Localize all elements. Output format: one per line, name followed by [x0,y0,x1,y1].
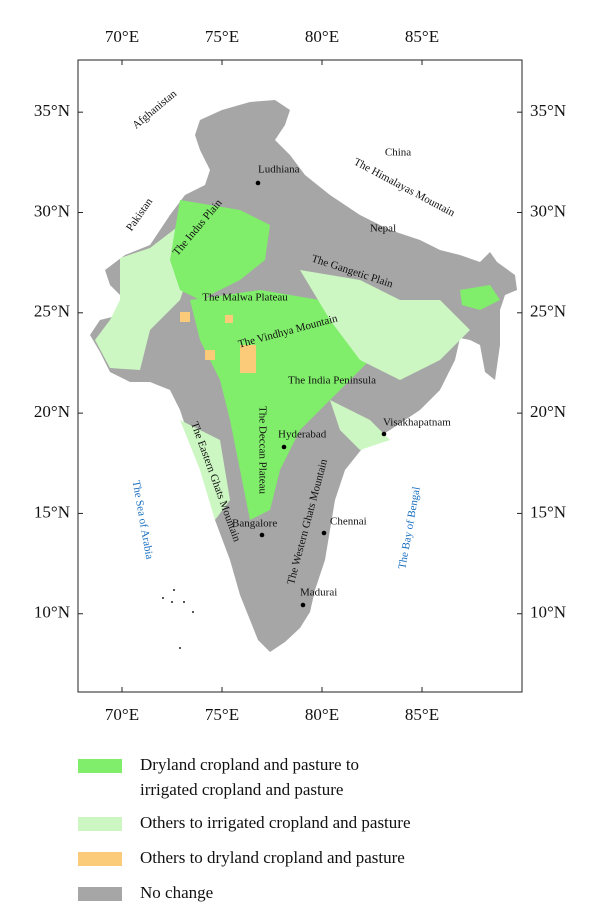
x-tick-label: 80°E [305,27,339,46]
india-landmass [90,100,517,652]
x-tick-label: 85°E [405,27,439,46]
axes: 70°E 70°E 75°E 75°E 80°E 80°E 85°E 85°E 10°N 10°N… [34,27,566,724]
y-tick-label: 10°N [530,603,566,622]
dryland-area [180,312,190,322]
dryland-area [205,350,215,360]
x-tick-label: 80°E [305,705,339,724]
y-tick-label: 15°N [34,502,70,521]
legend-label: Others to irrigated cropland and pasture [140,813,411,832]
legend-swatch [78,759,122,773]
city-dot [321,530,327,536]
city-label: Chennai [330,516,367,528]
city-dot [255,180,261,186]
dryland-area [225,315,233,323]
legend-label: irrigated cropland and pasture [140,780,343,799]
place-label: China [385,147,411,159]
y-tick-label: 20°N [34,402,70,421]
place-label: Nepal [370,223,396,235]
y-tick-label: 30°N [530,201,566,220]
y-tick-label: 35°N [530,101,566,120]
city-dot [259,532,265,538]
legend-swatch [78,852,122,866]
legend-swatch [78,887,122,901]
city-dot [281,444,287,450]
dryland-area [240,345,256,373]
legend-label: Dryland cropland and pasture to [140,755,359,774]
legend-label: No change [140,883,213,902]
city-label: Madurai [300,587,337,599]
dryland-to-irrigated-area [460,285,500,310]
legend-swatch [78,817,122,831]
y-tick-label: 25°N [530,302,566,321]
place-label: The Malwa Plateau [202,292,288,304]
y-tick-label: 15°N [530,502,566,521]
city-dot [300,602,306,608]
y-tick-label: 20°N [530,402,566,421]
legend-label: Others to dryland cropland and pasture [140,848,405,867]
city-label: Ludhiana [258,164,300,176]
cities: Ludhiana Hyderabad Visakhapatnam Bangalo… [232,164,451,608]
x-tick-label: 85°E [405,705,439,724]
city-label: Hyderabad [278,429,327,441]
x-tick-label: 70°E [105,705,139,724]
y-tick-label: 10°N [34,603,70,622]
x-tick-label: 70°E [105,27,139,46]
place-label: The India Peninsula [288,375,376,387]
legend: Dryland cropland and pasture to irrigated… [78,755,411,902]
city-label: Visakhapatnam [383,417,451,429]
y-tick-label: 25°N [34,302,70,321]
city-dot [381,431,387,437]
irrigated-area [330,400,390,450]
y-tick-label: 30°N [34,201,70,220]
irrigated-area [300,270,470,380]
place-label: The Deccan Plateau [256,406,268,494]
city-label: Bangalore [232,518,277,530]
y-tick-label: 35°N [34,101,70,120]
irrigated-area [180,420,230,520]
x-tick-label: 75°E [205,27,239,46]
x-tick-label: 75°E [205,705,239,724]
dryland-to-irrigated-area [170,200,270,300]
islands [162,589,194,649]
